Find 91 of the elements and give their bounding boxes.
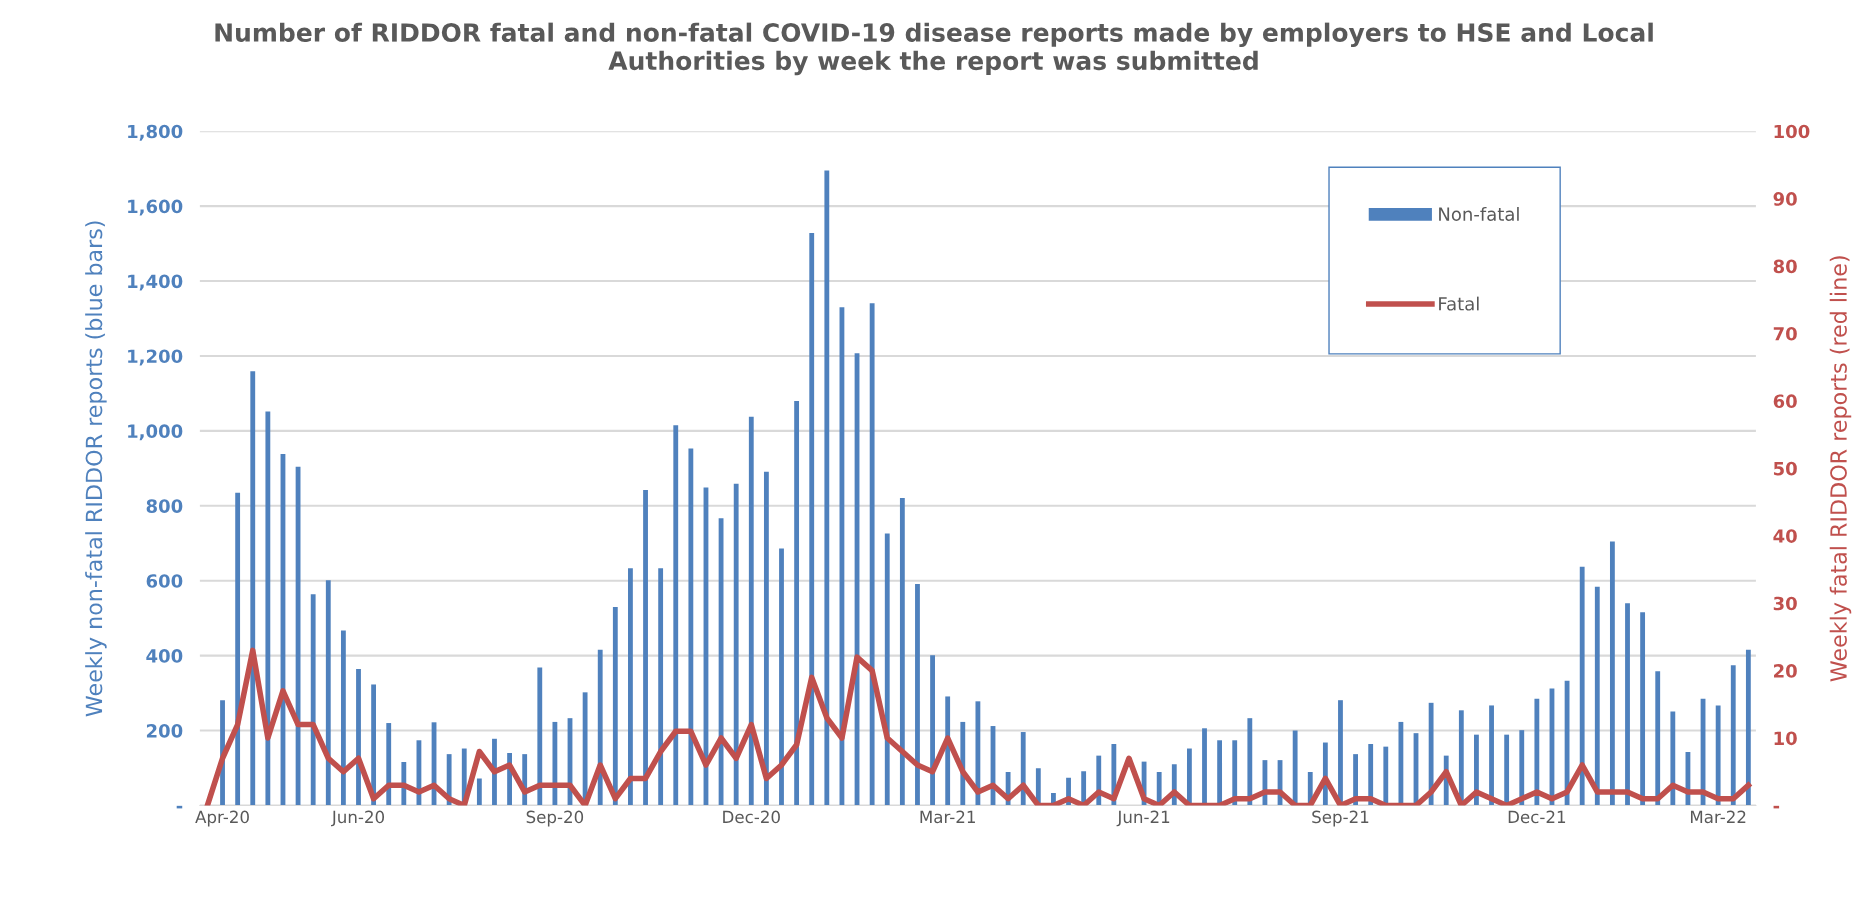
y2-tick-label: 80 <box>1773 259 1797 274</box>
bar <box>1670 711 1676 806</box>
bar <box>1730 665 1736 806</box>
bar <box>794 400 800 806</box>
bar <box>1428 702 1434 806</box>
bar <box>1368 744 1374 806</box>
bar <box>1519 730 1525 806</box>
bar <box>235 492 241 806</box>
x-tick-label: Mar-22 <box>1690 810 1746 824</box>
y-tick-label: 1,400 <box>128 274 183 291</box>
y-tick-label: 800 <box>146 499 183 513</box>
y-tick-label: 1,000 <box>128 424 183 441</box>
bar <box>915 584 920 806</box>
y2-tick-label: 90 <box>1773 192 1797 206</box>
bar <box>1745 649 1751 806</box>
y-tick-label: 600 <box>146 574 183 588</box>
bar <box>1292 730 1298 806</box>
bar <box>1594 586 1600 806</box>
y2-tick-label: 10 <box>1774 731 1797 746</box>
x-tick-label: Mar-21 <box>920 810 975 824</box>
bar <box>537 667 543 806</box>
bar <box>250 371 256 806</box>
bar <box>265 411 271 806</box>
bar <box>1398 721 1404 806</box>
y-tick-label: - <box>176 805 183 809</box>
bar <box>899 497 905 806</box>
bar <box>1186 748 1192 806</box>
x-tick-label: Jun-21 <box>1116 810 1170 827</box>
x-tick-label: Sep-21 <box>1312 810 1369 827</box>
y2-tick-label: 60 <box>1773 394 1797 409</box>
bar <box>310 594 316 806</box>
bar <box>688 448 694 806</box>
bar <box>1383 746 1389 806</box>
y2-axis-title: Weekly fatal RIDDOR reports (red line) <box>1829 256 1852 682</box>
bar <box>1534 698 1540 806</box>
y2-tick-label: 70 <box>1773 326 1797 341</box>
x-tick-label: Dec-21 <box>1508 810 1566 824</box>
bar <box>340 630 346 806</box>
bar <box>1715 705 1721 806</box>
legend-label: Fatal <box>1439 296 1479 311</box>
y2-tick-label: - <box>1773 805 1780 809</box>
chart-title: Number of RIDDOR fatal and non-fatal COVID-19 disease reports made by employers to HSE and Local Authorities by week the report was submitted <box>215 22 1653 76</box>
x-tick-label: Jun-20 <box>331 810 385 827</box>
bar <box>975 701 981 806</box>
bar <box>733 483 739 806</box>
y2-tick-label: 100 <box>1774 124 1810 139</box>
bar <box>628 568 633 806</box>
y2-tick-label: 20 <box>1774 664 1797 678</box>
bar <box>824 170 830 806</box>
bar <box>597 649 603 806</box>
bar <box>763 471 769 806</box>
bar <box>476 778 482 806</box>
y2-tick-label: 50 <box>1773 461 1797 476</box>
x-tick-label: Sep-20 <box>526 810 584 827</box>
bar <box>612 606 618 806</box>
bar <box>371 684 377 806</box>
bar <box>809 233 815 806</box>
bar <box>1247 718 1253 806</box>
bar <box>930 655 935 806</box>
bar <box>1232 740 1238 806</box>
bar <box>552 721 558 806</box>
y-tick-label: 1,200 <box>128 349 183 366</box>
bar <box>643 490 648 806</box>
x-tick-label: Dec-20 <box>723 810 780 824</box>
bar <box>1655 671 1661 806</box>
y-tick-label: 1,600 <box>128 199 183 216</box>
y-axis-title: Weekly non-fatal RIDDOR reports (blue bars) <box>85 221 107 717</box>
bar <box>1625 603 1630 806</box>
bar <box>325 580 331 806</box>
bar <box>1609 541 1615 806</box>
y2-tick-label: 30 <box>1773 596 1797 611</box>
y-tick-label: 200 <box>146 724 183 738</box>
y-tick-label: 400 <box>146 649 183 663</box>
y-tick-label: 1,800 <box>128 124 183 141</box>
y2-tick-label: 40 <box>1773 529 1797 543</box>
bar <box>869 303 875 806</box>
x-tick-label: Apr-20 <box>195 810 249 827</box>
bar <box>673 425 679 806</box>
bar <box>386 723 392 806</box>
bar <box>779 548 784 806</box>
bar <box>1202 728 1207 806</box>
bar <box>1489 705 1494 806</box>
bar <box>748 416 754 806</box>
bar <box>658 568 664 806</box>
legend-label: Non-fatal <box>1439 206 1519 221</box>
bar <box>1579 566 1585 806</box>
bar <box>1474 734 1479 806</box>
bar <box>1217 740 1223 806</box>
bar <box>884 533 890 806</box>
bar <box>356 669 361 806</box>
bar <box>1640 612 1646 806</box>
